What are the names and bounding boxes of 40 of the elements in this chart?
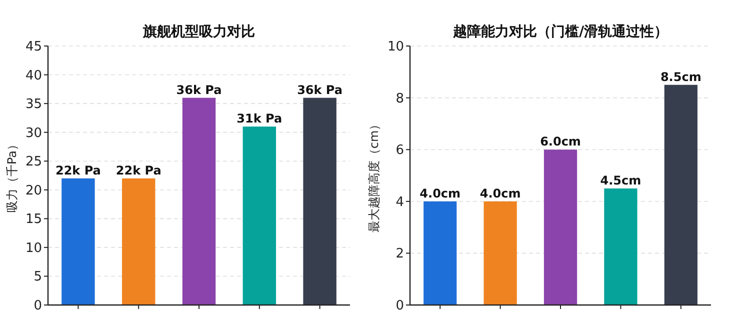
- y-tick-label: 25: [25, 154, 42, 170]
- data-label: 4.5cm: [600, 173, 642, 188]
- y-tick-label: 10: [387, 40, 404, 54]
- y-tick-label: 0: [34, 298, 42, 314]
- y-tick-label: 40: [25, 68, 42, 84]
- bar: [424, 201, 457, 305]
- y-tick-label: 45: [25, 40, 42, 54]
- y-tick-label: 0: [396, 298, 404, 314]
- y-tick-label: 10: [25, 240, 42, 256]
- data-label: 31k Pa: [236, 112, 282, 126]
- bar: [122, 178, 156, 305]
- y-tick-label: 20: [25, 183, 42, 198]
- data-label: 36k Pa: [297, 82, 343, 97]
- y-axis-title: 吸力（千Pa）: [5, 138, 19, 213]
- data-label: 36k Pa: [176, 82, 222, 97]
- bar: [242, 126, 276, 305]
- y-axis-title: 最大越障高度（cm）: [367, 118, 381, 233]
- bar: [664, 84, 698, 305]
- bar: [544, 150, 578, 305]
- y-tick-label: 6: [396, 143, 404, 158]
- data-label: 8.5cm: [660, 70, 702, 84]
- data-label: 6.0cm: [540, 134, 581, 149]
- chart-title: 越障能力对比（门槛/滑轨通过性）: [452, 23, 668, 40]
- bar: [484, 201, 517, 305]
- y-tick-label: 4: [396, 194, 404, 210]
- y-tick-label: 35: [25, 97, 42, 112]
- chart-title: 旗舰机型吸力对比: [142, 24, 255, 40]
- bar: [182, 98, 216, 305]
- data-label: 22k Pa: [55, 163, 101, 178]
- bar: [303, 98, 336, 305]
- y-tick-label: 2: [396, 246, 404, 262]
- y-tick-label: 5: [34, 270, 42, 285]
- y-tick-label: 8: [396, 91, 404, 106]
- bar: [604, 188, 638, 305]
- y-tick-label: 30: [25, 126, 42, 141]
- data-label: 4.0cm: [480, 186, 521, 200]
- y-tick-label: 15: [25, 212, 42, 228]
- data-label: 4.0cm: [420, 186, 461, 200]
- data-label: 22k Pa: [116, 163, 162, 178]
- bar: [62, 178, 95, 305]
